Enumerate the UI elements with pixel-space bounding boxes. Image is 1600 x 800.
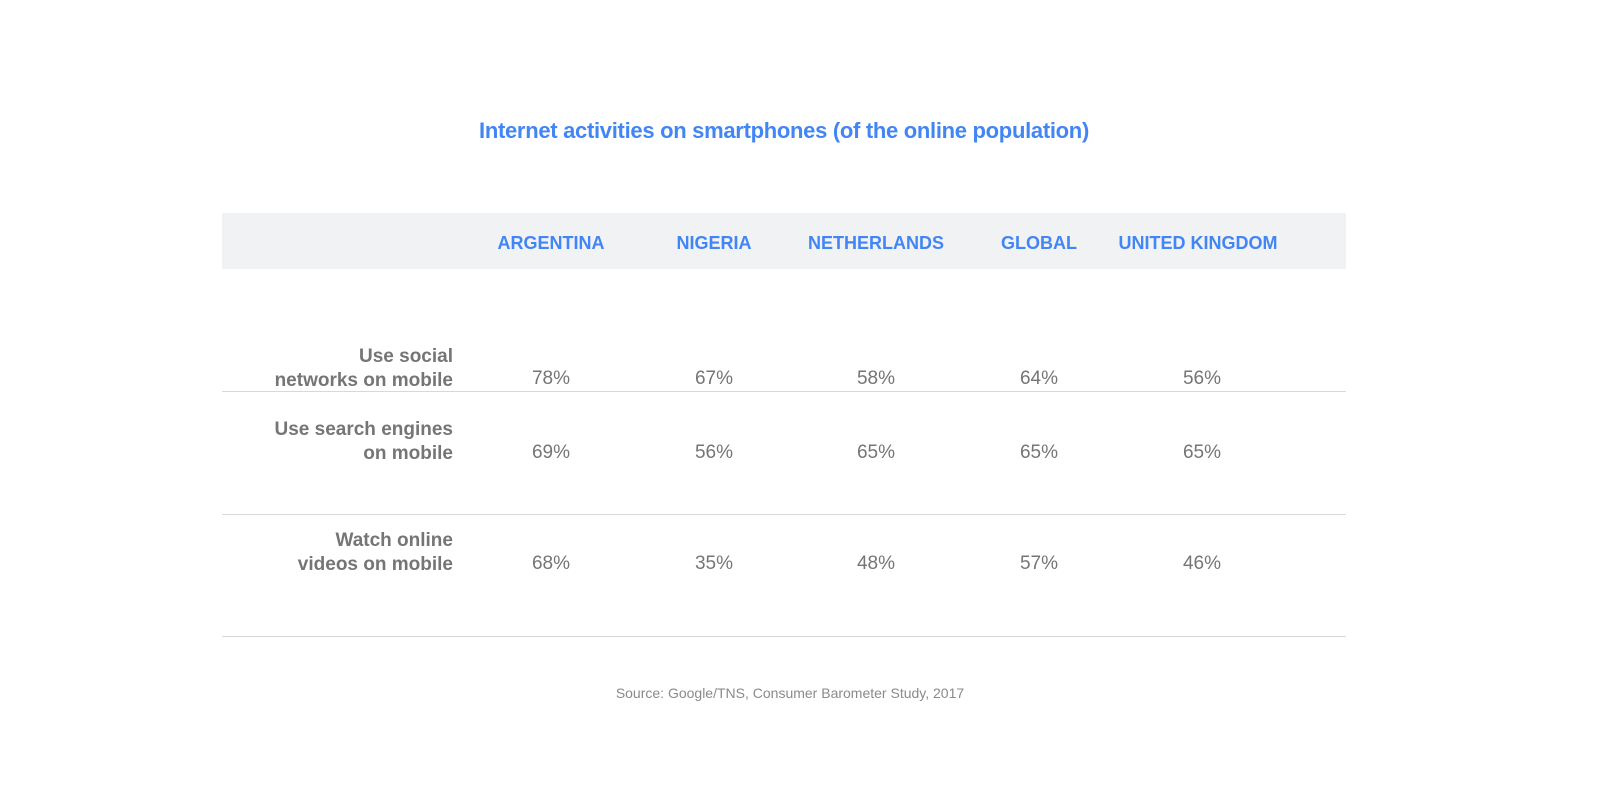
table-cell: 57%	[1019, 553, 1059, 574]
source-note: Source: Google/TNS, Consumer Barometer S…	[615, 685, 965, 701]
table-cell: 56%	[694, 442, 734, 463]
table-cell: 68%	[531, 553, 571, 574]
column-header-netherlands: NETHERLANDS	[807, 233, 944, 253]
table-cell: 65%	[856, 442, 896, 463]
table-cell: 48%	[856, 553, 896, 574]
table-row: Use social networks on mobile 78% 67% 58…	[222, 269, 1346, 392]
table-cell: 65%	[1182, 442, 1222, 463]
row-label-social-networks: Use social networks on mobile	[274, 346, 453, 391]
row-label-online-videos: Watch online videos on mobile	[297, 530, 453, 575]
table-cell: 64%	[1019, 368, 1059, 389]
chart-title: Internet activities on smartphones (of t…	[479, 118, 1089, 143]
table-cell: 78%	[531, 368, 571, 389]
column-header-argentina: ARGENTINA	[497, 233, 605, 253]
table-header-row: ARGENTINA NIGERIA NETHERLANDS GLOBAL UNI…	[222, 213, 1346, 269]
table-cell: 58%	[856, 368, 896, 389]
column-header-global: GLOBAL	[1001, 233, 1077, 253]
table-cell: 69%	[531, 442, 571, 463]
column-header-united-kingdom: UNITED KINGDOM	[1118, 233, 1278, 253]
table-cell: 46%	[1182, 553, 1222, 574]
row-label-search-engines: Use search engines on mobile	[274, 419, 453, 464]
table-cell: 35%	[694, 553, 734, 574]
table-cell: 67%	[694, 368, 734, 389]
column-header-nigeria: NIGERIA	[676, 233, 752, 253]
table-cell: 56%	[1182, 368, 1222, 389]
data-table: ARGENTINA NIGERIA NETHERLANDS GLOBAL UNI…	[222, 213, 1346, 637]
table-row: Watch online videos on mobile 68% 35% 48…	[222, 515, 1346, 637]
table-row: Use search engines on mobile 69% 56% 65%…	[222, 392, 1346, 515]
table-cell: 65%	[1019, 442, 1059, 463]
